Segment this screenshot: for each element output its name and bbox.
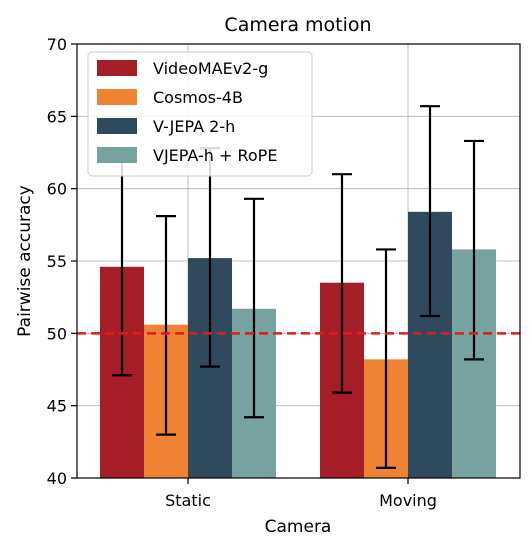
y-axis-label: Pairwise accuracy	[15, 185, 35, 337]
legend-box	[87, 51, 313, 177]
bars	[100, 211, 496, 478]
legend-swatch	[97, 147, 137, 163]
y-tick-label: 40	[47, 469, 67, 488]
legend-label: VJEPA-h + RoPE	[153, 146, 277, 165]
legend-swatch	[97, 89, 137, 105]
y-tick-label: 60	[47, 180, 67, 199]
legend-swatch	[97, 118, 137, 134]
y-tick-label: 55	[47, 252, 67, 271]
y-ticks: 40 45 50 55 60 65 70	[47, 35, 77, 488]
y-tick-label: 45	[47, 397, 67, 416]
y-tick-label: 50	[47, 324, 67, 343]
chart-title: Camera motion	[224, 14, 371, 36]
legend-label: V-JEPA 2-h	[153, 117, 235, 136]
y-tick-label: 65	[47, 107, 67, 126]
x-ticks: Static Moving	[165, 478, 437, 510]
legend-label: Cosmos-4B	[153, 88, 243, 107]
x-tick-label: Static	[165, 491, 211, 510]
y-tick-label: 70	[47, 35, 67, 54]
legend-swatch	[97, 60, 137, 76]
error-bars	[112, 105, 484, 469]
legend: VideoMAEv2-g Cosmos-4B V-JEPA 2-h VJEPA-h +…	[87, 51, 313, 177]
x-axis-label: Camera	[265, 517, 332, 537]
legend-label: VideoMAEv2-g	[153, 59, 268, 78]
x-tick-label: Moving	[379, 491, 437, 510]
